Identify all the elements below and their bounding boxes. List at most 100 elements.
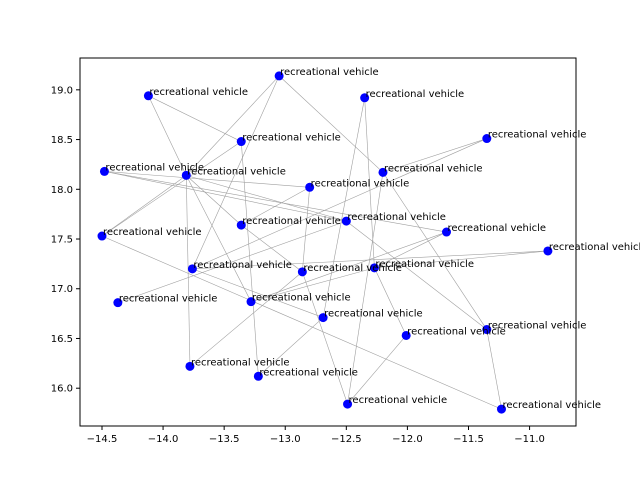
point-label: recreational vehicle (187, 166, 286, 177)
data-point (181, 170, 191, 180)
data-point (305, 182, 315, 192)
edge-line (347, 172, 384, 405)
x-tick-label: −11.5 (453, 434, 484, 445)
x-tick-label: −11.0 (514, 434, 545, 445)
edge-line (101, 141, 242, 237)
point-label: recreational vehicle (191, 357, 290, 368)
edge-line (186, 175, 242, 226)
x-tick-label: −12.5 (331, 434, 362, 445)
point-label: recreational vehicle (366, 89, 465, 100)
edge-line (192, 138, 487, 270)
data-point (253, 371, 263, 381)
edge-line (486, 329, 502, 410)
edge-line (117, 220, 347, 303)
edge-line (250, 267, 375, 302)
data-point (543, 246, 553, 256)
y-tick-label: 16.5 (51, 334, 73, 345)
data-point (143, 91, 153, 101)
edge-line (189, 271, 303, 367)
data-point (236, 220, 246, 230)
edge-line (278, 75, 384, 173)
y-tick-label: 18.0 (51, 185, 73, 196)
edge-line (374, 267, 407, 336)
edge-line (192, 250, 548, 270)
edge-line (346, 220, 488, 330)
data-point (482, 325, 492, 335)
data-point (360, 93, 370, 103)
point-label: recreational vehicle (407, 326, 506, 337)
edge-line (192, 75, 280, 269)
point-label: recreational vehicle (375, 259, 474, 270)
edge-line (374, 250, 548, 269)
x-tick-label: −14.0 (148, 434, 179, 445)
data-point (274, 71, 284, 81)
y-tick-label: 18.5 (51, 135, 73, 146)
edge-line (302, 187, 310, 272)
point-label: recreational vehicle (502, 400, 601, 411)
data-point (99, 166, 109, 176)
data-point (187, 264, 197, 274)
edge-line (382, 172, 488, 330)
point-label: recreational vehicle (324, 309, 423, 320)
point-label: recreational vehicle (105, 162, 204, 173)
edge-line (347, 335, 407, 405)
x-tick-label: −13.0 (270, 434, 301, 445)
point-label: recreational vehicle (259, 367, 358, 378)
data-point (185, 361, 195, 371)
edge-line (240, 141, 259, 377)
points-layer (97, 71, 553, 414)
data-point (341, 216, 351, 226)
edge-line (185, 175, 191, 367)
point-label: recreational vehicle (119, 294, 218, 305)
point-label: recreational vehicle (242, 133, 341, 144)
point-label: recreational vehicle (252, 293, 351, 304)
data-point (236, 137, 246, 147)
edge-line (192, 268, 324, 318)
data-point (378, 167, 388, 177)
edge-line (101, 235, 502, 410)
point-label: recreational vehicle (349, 395, 448, 406)
point-label: recreational vehicle (384, 163, 483, 174)
point-label: recreational vehicle (347, 212, 446, 223)
point-label: recreational vehicle (448, 223, 547, 234)
edge-line (148, 95, 187, 176)
x-tick-label: −13.5 (209, 434, 240, 445)
data-point (318, 313, 328, 323)
data-point (401, 330, 411, 340)
edge-line (186, 175, 252, 302)
edge-line (148, 95, 242, 142)
point-label: recreational vehicle (242, 216, 341, 227)
x-axis: −14.5 −14.0 −13.5 −13.0 −12.5 −12.0 −11.5 −11.0 (87, 426, 545, 445)
edge-line (186, 75, 280, 176)
edge-line (104, 171, 310, 188)
data-point (482, 134, 492, 144)
data-point (297, 267, 307, 277)
y-tick-label: 17.5 (51, 235, 73, 246)
point-label: recreational vehicle (303, 263, 402, 274)
edge-line (374, 231, 447, 269)
data-point (343, 399, 353, 409)
edge-line (186, 175, 347, 222)
data-point (369, 263, 379, 273)
data-point (97, 231, 107, 241)
edge-line (382, 138, 487, 173)
y-tick-label: 17.0 (51, 284, 73, 295)
point-label: recreational vehicle (311, 178, 410, 189)
data-point (246, 297, 256, 307)
edge-line (104, 171, 347, 222)
point-label: recreational vehicle (149, 87, 248, 98)
plot-frame (79, 57, 577, 427)
edge-line (322, 97, 365, 318)
edges-layer (101, 75, 548, 410)
y-tick-label: 19.0 (51, 85, 73, 96)
x-tick-label: −14.5 (87, 434, 118, 445)
y-axis: 16.0 16.5 17.0 17.5 18.0 18.5 19.0 (51, 85, 80, 395)
data-point (113, 298, 123, 308)
data-point (496, 404, 506, 414)
data-point (442, 227, 452, 237)
edge-line (104, 171, 447, 233)
x-tick-label: −12.0 (392, 434, 423, 445)
y-tick-label: 16.0 (51, 384, 73, 395)
point-label: recreational vehicle (280, 67, 379, 78)
